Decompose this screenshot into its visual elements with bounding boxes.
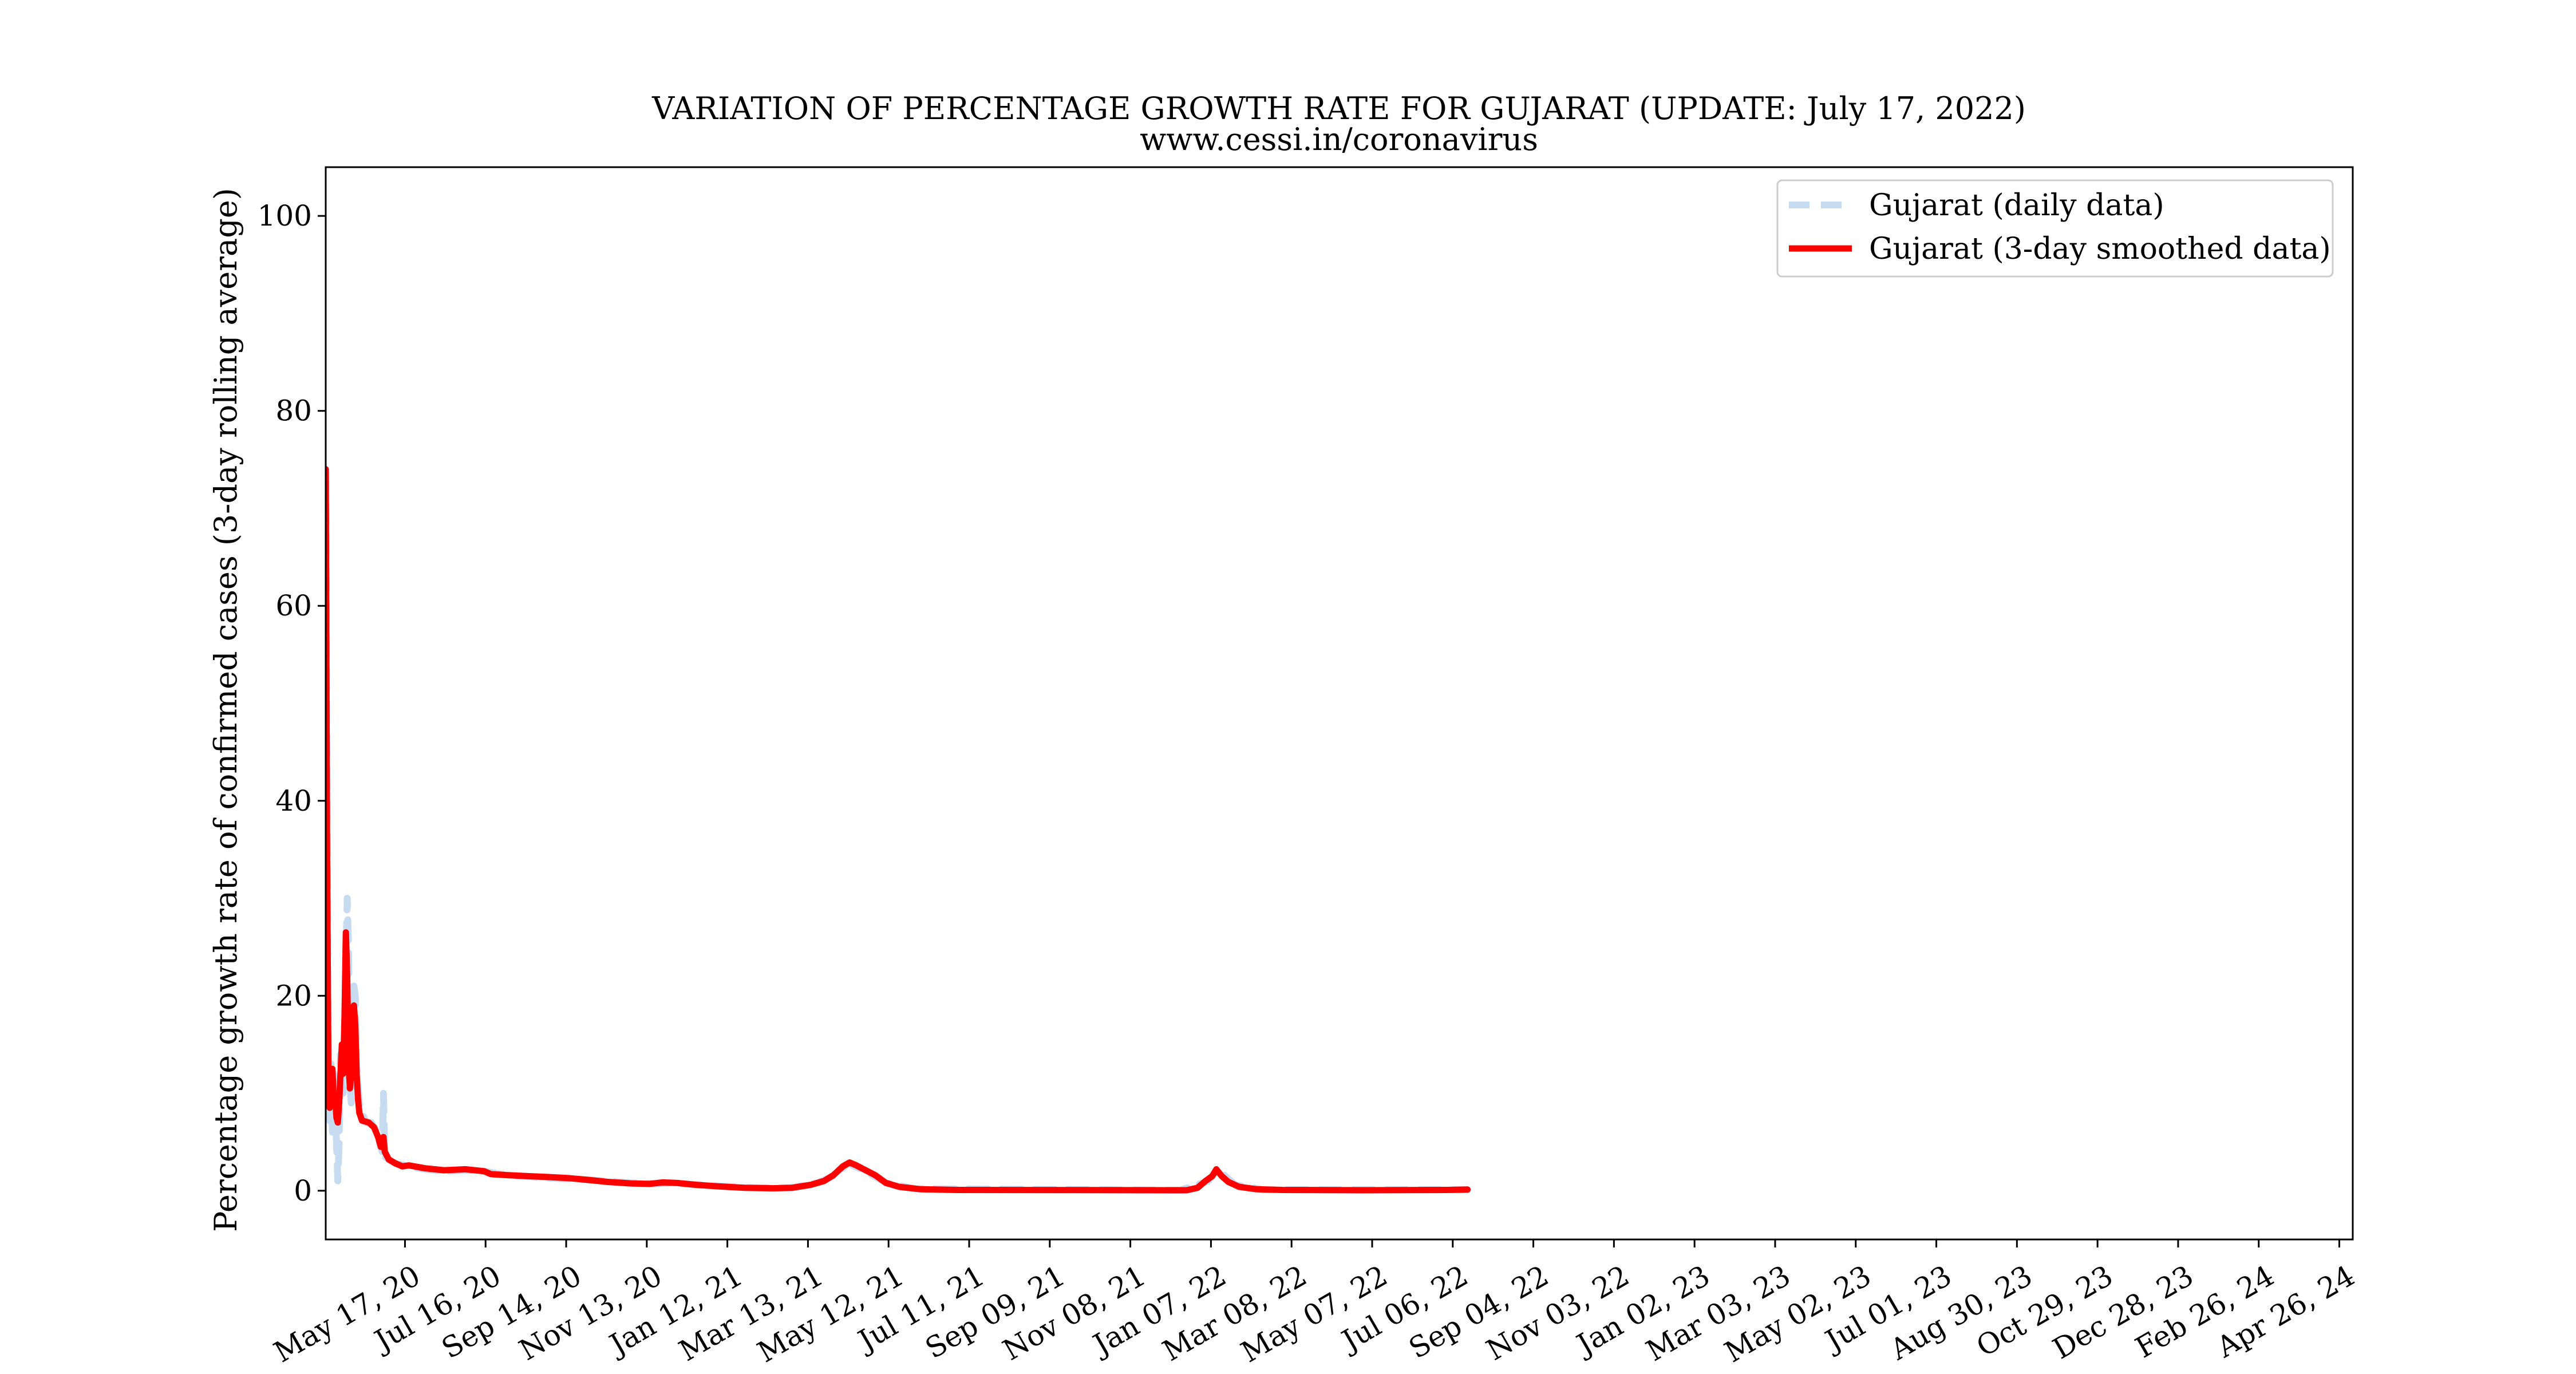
y-tick-label: 60	[275, 589, 312, 622]
y-axis-title: Percentage growth rate of confirmed case…	[208, 188, 244, 1232]
plot-frame	[325, 166, 2354, 1241]
series-group	[326, 465, 1471, 1194]
legend-box	[1776, 179, 2334, 278]
y-tick-label: 80	[275, 394, 312, 428]
chart-subtitle: www.cessi.in/coronavirus	[1140, 121, 1538, 157]
y-tick-label: 100	[258, 199, 312, 232]
y-tick-label: 20	[275, 979, 312, 1012]
legend: Gujarat (daily data) Gujarat (3-day smoot…	[1776, 179, 2334, 278]
legend-label-1: Gujarat (daily data)	[1869, 188, 2164, 223]
legend-label-2: Gujarat (3-day smoothed data)	[1869, 232, 2331, 266]
series-line-1	[326, 465, 1471, 1194]
series-line-2	[326, 466, 1471, 1194]
y-tick-label: 40	[275, 784, 312, 818]
chart-title: VARIATION OF PERCENTAGE GROWTH RATE FOR …	[651, 90, 2026, 127]
y-tick-label: 0	[294, 1174, 312, 1207]
